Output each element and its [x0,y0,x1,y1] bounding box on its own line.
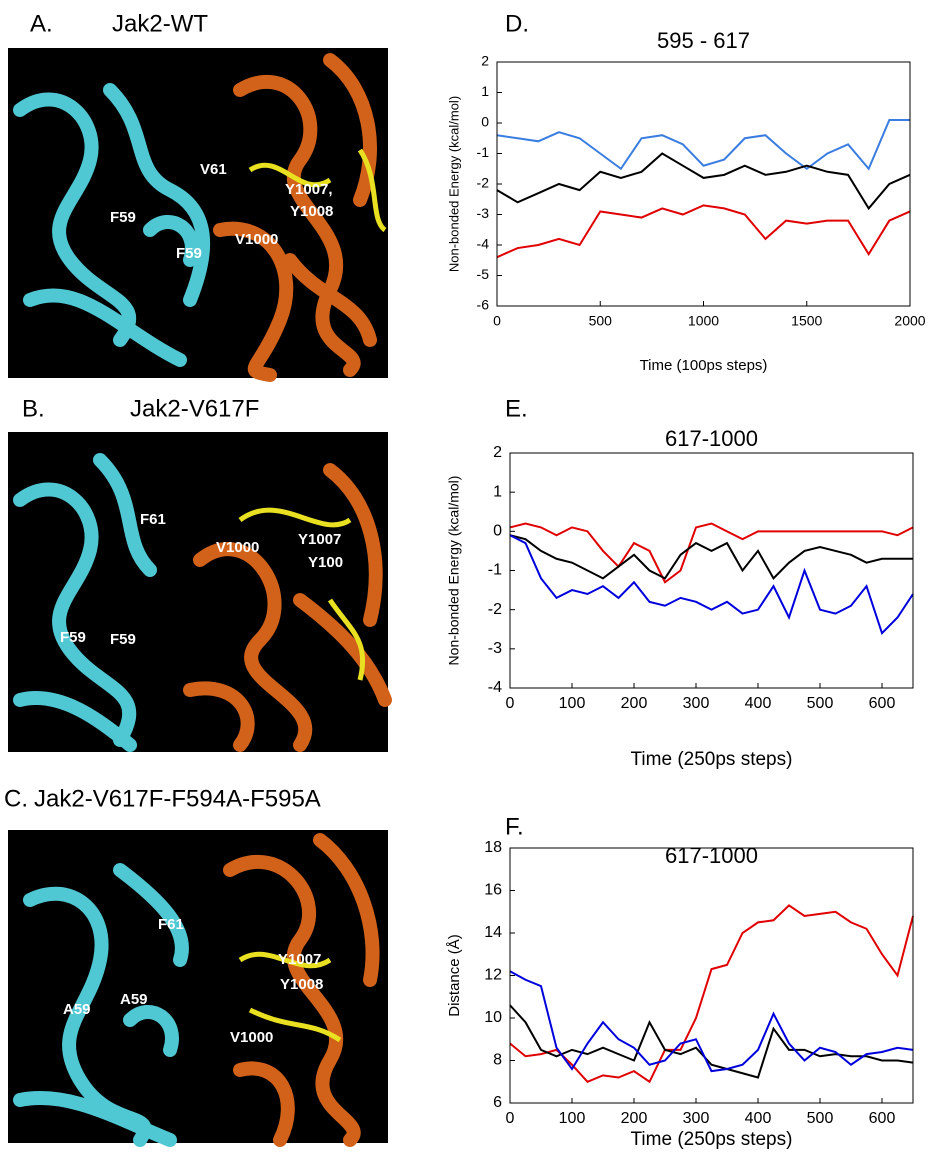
x-tick-label: 0 [493,313,501,329]
plot-frame [496,61,911,307]
x-axis-label: Time (250ps steps) [631,1129,793,1150]
x-tick-label: 0 [506,695,515,712]
x-tick-label: 1500 [791,313,822,329]
residue-label: A59 [120,991,148,1008]
residue-label: Y1008 [280,976,323,993]
residue-label: Y1007, [285,181,333,198]
y-tick-label: 16 [484,882,502,899]
x-tick-label: 1000 [688,313,719,329]
chart-title: 617-1000 [665,426,758,451]
ribbons [13,453,392,752]
residue-label: V61 [200,161,227,178]
panel-label: A. [30,10,53,37]
residue-label: A59 [63,1001,91,1018]
series-line [509,1004,914,1079]
residue-label: F59 [60,629,86,646]
x-tick-label: 100 [559,1110,586,1127]
panel-title: C. [4,785,28,812]
y-tick-label: -2 [477,175,490,191]
residue-label: V1000 [235,231,278,248]
ribbons [13,53,387,382]
residue-label: V1000 [216,539,259,556]
panel-title: Jak2-V617F-F594A-F595A [34,785,321,812]
y-tick-label: 6 [493,1094,502,1111]
x-tick-label: 500 [807,1110,834,1127]
y-tick-label: 1 [481,83,489,99]
plot-frame [509,847,914,1104]
series-line [496,152,911,211]
residue-label: F59 [110,209,136,226]
plot-frame [509,452,914,689]
x-tick-label: 300 [683,695,710,712]
y-tick-label: -2 [488,601,502,618]
x-tick-label: 300 [683,1110,710,1127]
y-tick-label: -3 [488,640,502,657]
x-tick-label: 600 [869,1110,896,1127]
x-tick-label: 100 [559,695,586,712]
panel-title: Jak2-V617F [130,395,259,422]
x-tick-label: 600 [869,695,896,712]
series-line [509,534,914,636]
series-line [509,970,914,1073]
y-tick-label: -6 [477,297,490,313]
y-tick-label: 0 [493,523,502,540]
y-axis-label: Distance (Å) [446,934,463,1017]
y-tick-label: 2 [481,53,489,69]
series-line [496,118,910,171]
y-tick-label: 0 [481,114,489,130]
residue-label: Y1007 [278,951,321,968]
x-tick-label: 400 [745,695,772,712]
x-tick-label: 200 [621,695,648,712]
series-line [509,904,914,1084]
panel-label: B. [22,395,45,422]
residue-label: V1000 [230,1029,273,1046]
y-tick-label: -1 [477,144,490,160]
x-tick-label: 200 [621,1110,648,1127]
x-tick-label: 0 [506,1110,515,1127]
y-tick-label: 10 [484,1009,502,1026]
residue-label: Y100 [308,554,343,571]
residue-label: F61 [140,511,166,528]
residue-label: Y1007 [298,531,341,548]
y-axis-label: Non-bonded Energy (kcal/mol) [446,476,462,666]
y-tick-label: -5 [477,266,490,282]
series-line [509,534,913,580]
y-axis-label: Non-bonded Energy (kcal/mol) [446,96,461,272]
residue-label: Y1008 [290,203,333,220]
residue-label: F59 [110,631,136,648]
chart-title: 595 - 617 [657,28,750,53]
x-axis-label: Time (100ps steps) [640,357,768,374]
ribbons [13,833,380,1147]
x-axis-label: Time (250ps steps) [631,749,793,770]
y-tick-label: 2 [493,444,502,461]
x-tick-label: 500 [589,313,613,329]
y-tick-label: 18 [484,839,502,856]
x-tick-label: 2000 [894,313,925,329]
y-tick-label: -4 [477,236,490,252]
x-tick-label: 400 [745,1110,772,1127]
panel-label: D. [505,10,529,37]
panel-title: Jak2-WT [112,10,208,37]
y-tick-label: 8 [493,1052,502,1069]
y-tick-label: 12 [484,967,502,984]
y-tick-label: 1 [493,483,502,500]
residue-label: F59 [176,245,202,262]
y-tick-label: 14 [484,924,502,941]
y-tick-label: -3 [477,205,490,221]
panel-label: E. [505,395,528,422]
x-tick-label: 500 [807,695,834,712]
chart-title: 617-1000 [665,843,758,868]
y-tick-label: -4 [488,679,502,696]
y-tick-label: -1 [488,562,502,579]
series-line [496,204,911,259]
residue-label: F61 [158,916,184,933]
series-line [509,522,914,584]
panel-label: F. [505,813,524,840]
